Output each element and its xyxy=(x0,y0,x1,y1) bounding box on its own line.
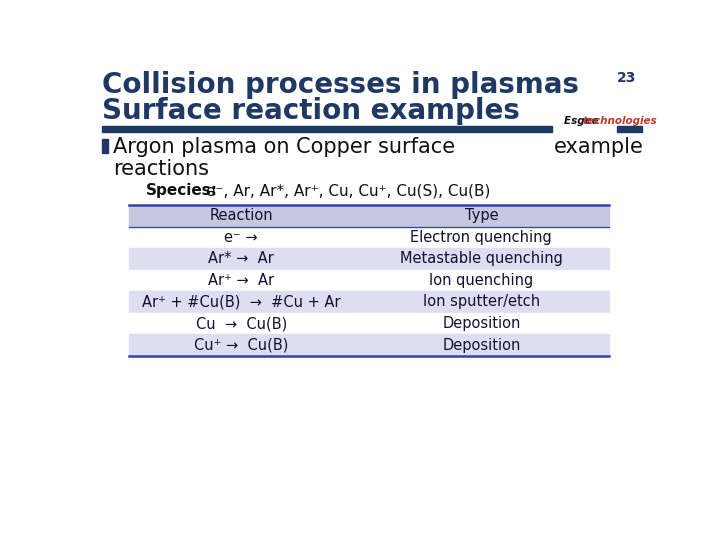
Text: Esgee: Esgee xyxy=(564,116,603,126)
Text: Ion quenching: Ion quenching xyxy=(429,273,534,288)
Text: e⁻ →: e⁻ → xyxy=(225,230,258,245)
Text: Argon plasma on Copper surface: Argon plasma on Copper surface xyxy=(113,137,455,157)
Text: Type: Type xyxy=(464,208,498,223)
Text: Species:: Species: xyxy=(145,184,218,198)
Bar xyxy=(129,334,609,356)
Bar xyxy=(102,126,552,132)
Text: Deposition: Deposition xyxy=(442,316,521,331)
Text: Ar* →  Ar: Ar* → Ar xyxy=(208,251,274,266)
Text: Ar⁺ + #Cu(B)  →  #Cu + Ar: Ar⁺ + #Cu(B) → #Cu + Ar xyxy=(142,294,341,309)
Bar xyxy=(102,139,108,153)
Text: Electron quenching: Electron quenching xyxy=(410,230,552,245)
Text: e⁻, Ar, Ar*, Ar⁺, Cu, Cu⁺, Cu(S), Cu(B): e⁻, Ar, Ar*, Ar⁺, Cu, Cu⁺, Cu(S), Cu(B) xyxy=(206,184,490,198)
Bar xyxy=(617,126,642,132)
Bar xyxy=(129,248,609,269)
Text: 23: 23 xyxy=(617,71,636,85)
Text: technologies: technologies xyxy=(583,116,657,126)
Text: reactions: reactions xyxy=(113,159,210,179)
Bar xyxy=(129,313,609,334)
Text: Cu  →  Cu(B): Cu → Cu(B) xyxy=(196,316,287,331)
Text: Collision processes in plasmas: Collision processes in plasmas xyxy=(102,71,580,99)
Text: example: example xyxy=(554,137,644,157)
Text: Deposition: Deposition xyxy=(442,338,521,353)
Bar xyxy=(129,226,609,248)
Text: Ar⁺ →  Ar: Ar⁺ → Ar xyxy=(208,273,274,288)
Text: Ion sputter/etch: Ion sputter/etch xyxy=(423,294,540,309)
Text: Cu⁺ →  Cu(B): Cu⁺ → Cu(B) xyxy=(194,338,288,353)
Bar xyxy=(129,205,609,226)
Bar xyxy=(129,291,609,313)
Text: Metastable quenching: Metastable quenching xyxy=(400,251,563,266)
Text: Surface reaction examples: Surface reaction examples xyxy=(102,97,521,125)
Bar xyxy=(129,269,609,291)
Text: Reaction: Reaction xyxy=(210,208,273,223)
